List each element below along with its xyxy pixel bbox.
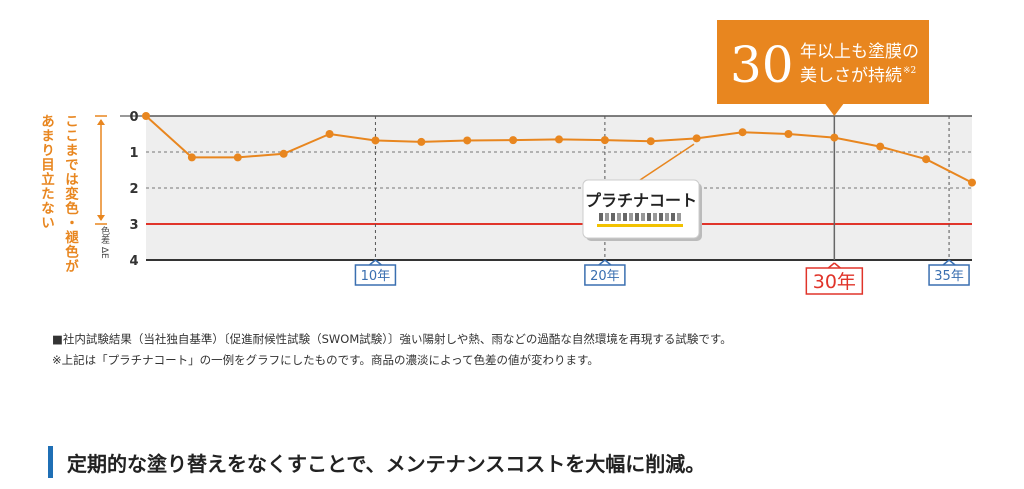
graph-note: ※上記は「プラチナコート」の一例をグラフにしたものです。商品の濃淡によって色差の… <box>52 353 599 367</box>
data-point <box>463 136 472 145</box>
callout-sup: ※2 <box>903 66 916 76</box>
y-note-arrow-head-top <box>97 119 105 125</box>
data-point <box>968 178 976 187</box>
data-point <box>279 149 288 158</box>
product-label-pattern <box>623 213 627 221</box>
data-point <box>325 130 334 138</box>
data-point <box>371 136 380 145</box>
product-label-pattern <box>665 213 669 221</box>
y-note-line2: あまり目立たない <box>38 114 54 230</box>
product-label-pattern <box>617 213 621 221</box>
data-point <box>233 153 242 162</box>
data-point <box>646 137 655 146</box>
data-point <box>187 153 196 162</box>
x-tick-box <box>805 267 864 295</box>
product-label-text: プラチナコート <box>585 191 697 210</box>
x-tick-pointer <box>368 259 376 266</box>
product-label-pattern <box>647 213 651 221</box>
product-label-pattern <box>641 213 645 221</box>
x-tick-pointer <box>604 259 612 266</box>
x-tick-pointer <box>374 259 382 266</box>
y-tick-label: 3 <box>129 218 138 233</box>
product-label-pattern <box>635 213 639 221</box>
data-point <box>784 130 793 138</box>
data-point <box>142 112 150 120</box>
section-heading-text: 定期的な塗り替えをなくすことで、メンテナンスコストを大幅に削減。 <box>67 451 706 476</box>
y-note-line1: ここまでは変色・褪色が <box>62 114 78 274</box>
callout-box <box>717 20 929 104</box>
y-tick-label: 0 <box>129 110 138 125</box>
data-point <box>555 135 563 144</box>
callout-line2: 美しさが持続 <box>800 66 902 86</box>
data-point <box>417 137 426 146</box>
callout-number: 30 <box>730 36 794 94</box>
product-label-pattern <box>629 213 633 221</box>
x-tick-label: 10年 <box>361 269 391 284</box>
data-point <box>922 155 931 164</box>
x-tick-box <box>354 264 397 286</box>
test-note: ■社内試験結果（当社独自基準）〔促進耐候性試験（SWOM試験）〕強い陽射しや熱、… <box>52 332 732 346</box>
x-tick-label: 35年 <box>934 269 964 284</box>
x-tick-pointer <box>833 262 841 269</box>
y-unit-label: 色差 ΔE <box>99 226 109 259</box>
y-tick-label: 1 <box>129 146 138 161</box>
y-tick-label: 4 <box>129 254 138 269</box>
callout-line1: 年以上も塗膜の <box>800 41 919 62</box>
data-point <box>509 136 518 145</box>
data-point <box>692 134 701 143</box>
product-label-pattern <box>599 213 603 221</box>
x-tick-pointer <box>942 259 950 266</box>
product-label-underline <box>597 224 683 227</box>
product-label-pattern <box>671 213 675 221</box>
product-label-box <box>582 179 700 239</box>
x-tick-pointer <box>948 259 956 266</box>
product-label-pointer <box>639 143 695 181</box>
x-tick-box <box>584 264 626 286</box>
callout-pointer <box>825 104 844 116</box>
y-note-arrow-head-bottom <box>97 215 105 221</box>
y-tick-label: 2 <box>129 182 138 197</box>
product-label-pattern <box>605 213 609 221</box>
x-tick-label: 20年 <box>590 269 620 284</box>
x-tick-pointer <box>598 259 606 266</box>
product-label-pattern <box>677 213 681 221</box>
x-tick-label: 30年 <box>813 271 856 293</box>
product-label-pattern <box>611 213 615 221</box>
section-heading: 定期的な塗り替えをなくすことで、メンテナンスコストを大幅に削減。 <box>48 446 705 478</box>
x-tick-pointer <box>827 262 835 269</box>
data-point <box>876 142 885 151</box>
data-point <box>738 128 747 137</box>
product-label-pattern <box>659 213 663 221</box>
data-point <box>830 133 839 142</box>
data-point <box>600 136 609 145</box>
product-label-pattern <box>653 213 657 221</box>
x-tick-box <box>928 264 970 286</box>
